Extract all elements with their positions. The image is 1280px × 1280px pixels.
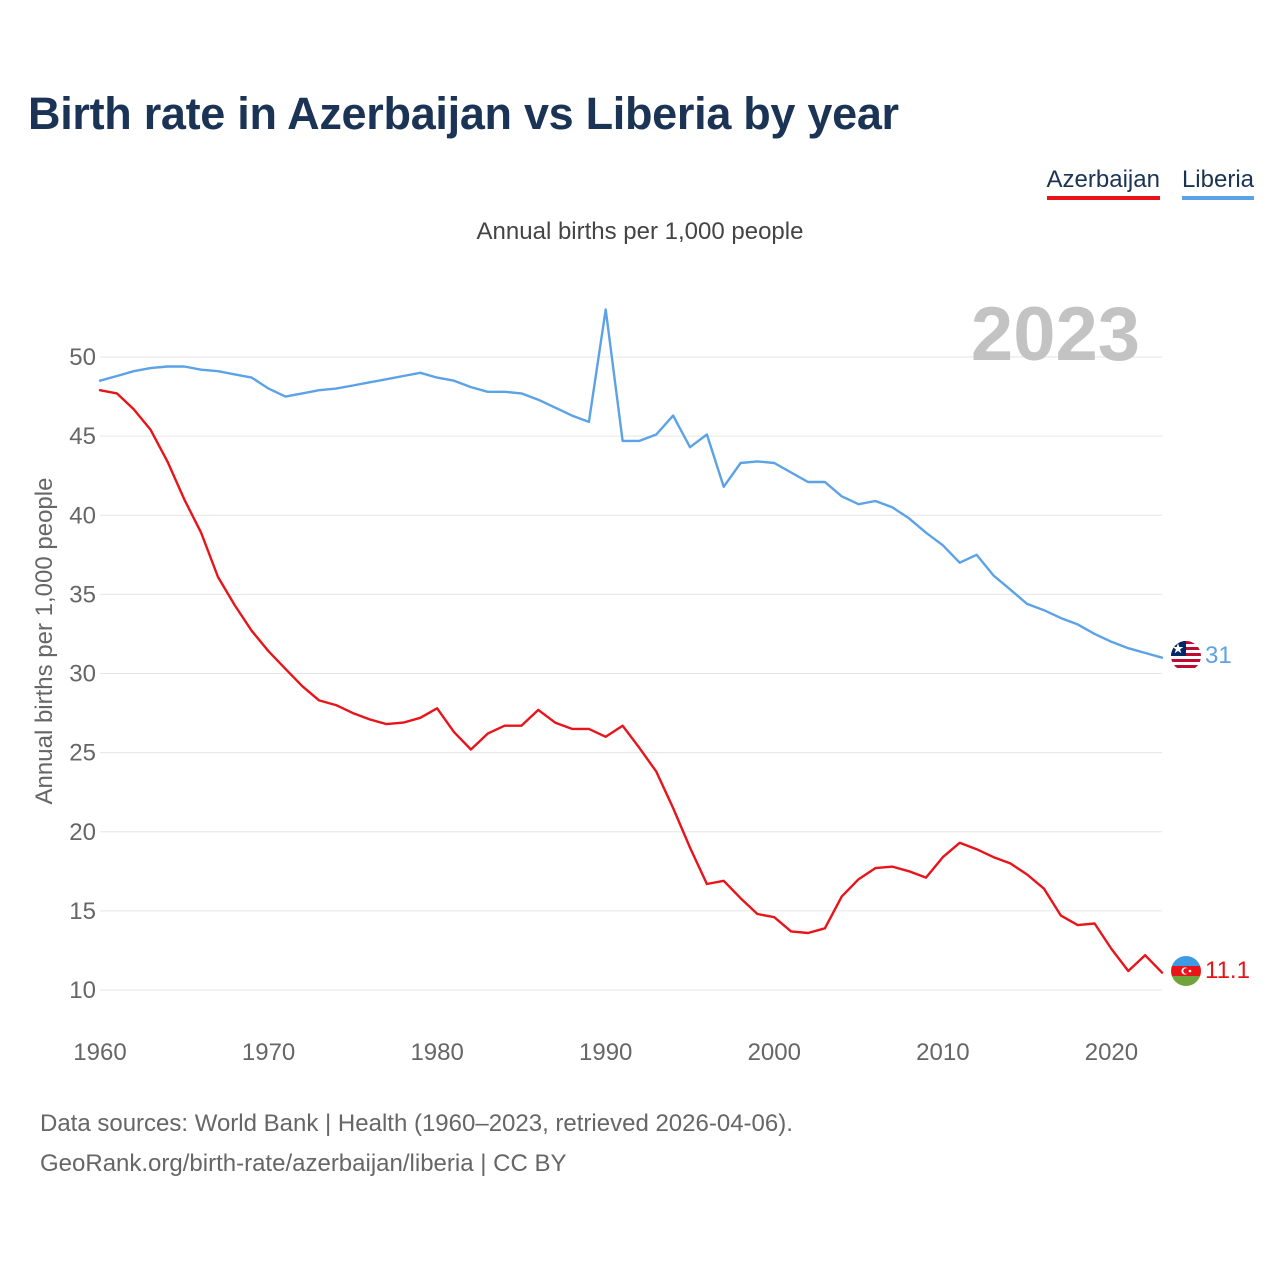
y-tick-label: 15 xyxy=(69,898,96,925)
y-tick-label: 35 xyxy=(69,581,96,608)
series-line-liberia xyxy=(98,308,1164,659)
x-tick-label: 2010 xyxy=(916,1039,969,1066)
year-watermark: 2023 xyxy=(971,292,1140,377)
legend-item-azerbaijan[interactable]: Azerbaijan xyxy=(1046,166,1160,200)
legend-item-liberia[interactable]: Liberia xyxy=(1181,166,1254,200)
x-tick-label: 1960 xyxy=(73,1039,126,1066)
y-tick-label: 25 xyxy=(69,740,96,767)
liberia-end-label: 31 xyxy=(1205,642,1232,669)
data-sources-text: Data sources: World Bank | Health (1960–… xyxy=(40,1110,793,1137)
chart-subtitle: Annual births per 1,000 people xyxy=(476,218,804,245)
y-tick-label: 40 xyxy=(69,502,96,529)
liberia-flag-icon xyxy=(1171,641,1201,671)
footer: Data sources: World Bank | Health (1960–… xyxy=(40,1104,793,1184)
grid-lines xyxy=(100,356,1162,991)
x-axis-ticks: 1960 1970 1980 1990 2000 2010 2020 xyxy=(73,1039,1138,1066)
x-tick-label: 1980 xyxy=(410,1039,463,1066)
y-tick-label: 50 xyxy=(69,344,96,371)
source-url-text: GeoRank.org/birth-rate/azerbaijan/liberi… xyxy=(40,1150,567,1177)
x-tick-label: 1970 xyxy=(242,1039,295,1066)
series-lines xyxy=(98,308,1164,974)
y-tick-label: 45 xyxy=(69,423,96,450)
legend: Azerbaijan Liberia xyxy=(1046,166,1254,200)
y-tick-label: 10 xyxy=(69,977,96,1004)
x-tick-label: 1990 xyxy=(579,1039,632,1066)
y-axis-label: Annual births per 1,000 people xyxy=(31,478,58,805)
azerbaijan-flag-icon xyxy=(1171,956,1201,986)
azerbaijan-end-label: 11.1 xyxy=(1205,957,1250,984)
x-tick-label: 2000 xyxy=(748,1039,801,1066)
series-line-azerbaijan xyxy=(98,389,1164,974)
page-title: Birth rate in Azerbaijan vs Liberia by y… xyxy=(28,88,899,139)
y-tick-label: 20 xyxy=(69,819,96,846)
y-axis-ticks: 10 15 20 25 30 35 40 45 50 xyxy=(69,344,96,1004)
y-tick-label: 30 xyxy=(69,661,96,688)
x-tick-label: 2020 xyxy=(1085,1039,1138,1066)
